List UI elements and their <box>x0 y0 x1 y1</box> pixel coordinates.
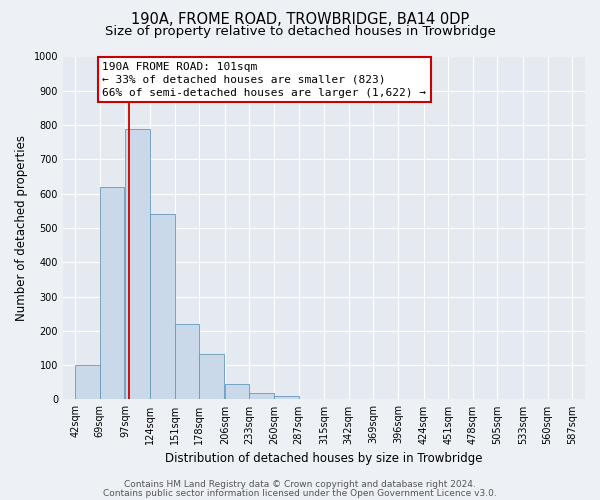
Bar <box>100 187 124 400</box>
Text: Size of property relative to detached houses in Trowbridge: Size of property relative to detached ho… <box>104 25 496 38</box>
Bar <box>125 128 150 400</box>
Text: Contains public sector information licensed under the Open Government Licence v3: Contains public sector information licen… <box>103 489 497 498</box>
Bar <box>225 384 250 400</box>
Text: Contains HM Land Registry data © Crown copyright and database right 2024.: Contains HM Land Registry data © Crown c… <box>124 480 476 489</box>
X-axis label: Distribution of detached houses by size in Trowbridge: Distribution of detached houses by size … <box>165 452 483 465</box>
Bar <box>250 394 274 400</box>
Bar <box>175 324 199 400</box>
Y-axis label: Number of detached properties: Number of detached properties <box>15 135 28 321</box>
Bar <box>75 365 100 400</box>
Text: 190A FROME ROAD: 101sqm
← 33% of detached houses are smaller (823)
66% of semi-d: 190A FROME ROAD: 101sqm ← 33% of detache… <box>102 62 426 98</box>
Bar <box>274 396 299 400</box>
Bar <box>199 354 224 400</box>
Text: 190A, FROME ROAD, TROWBRIDGE, BA14 0DP: 190A, FROME ROAD, TROWBRIDGE, BA14 0DP <box>131 12 469 28</box>
Bar <box>150 214 175 400</box>
